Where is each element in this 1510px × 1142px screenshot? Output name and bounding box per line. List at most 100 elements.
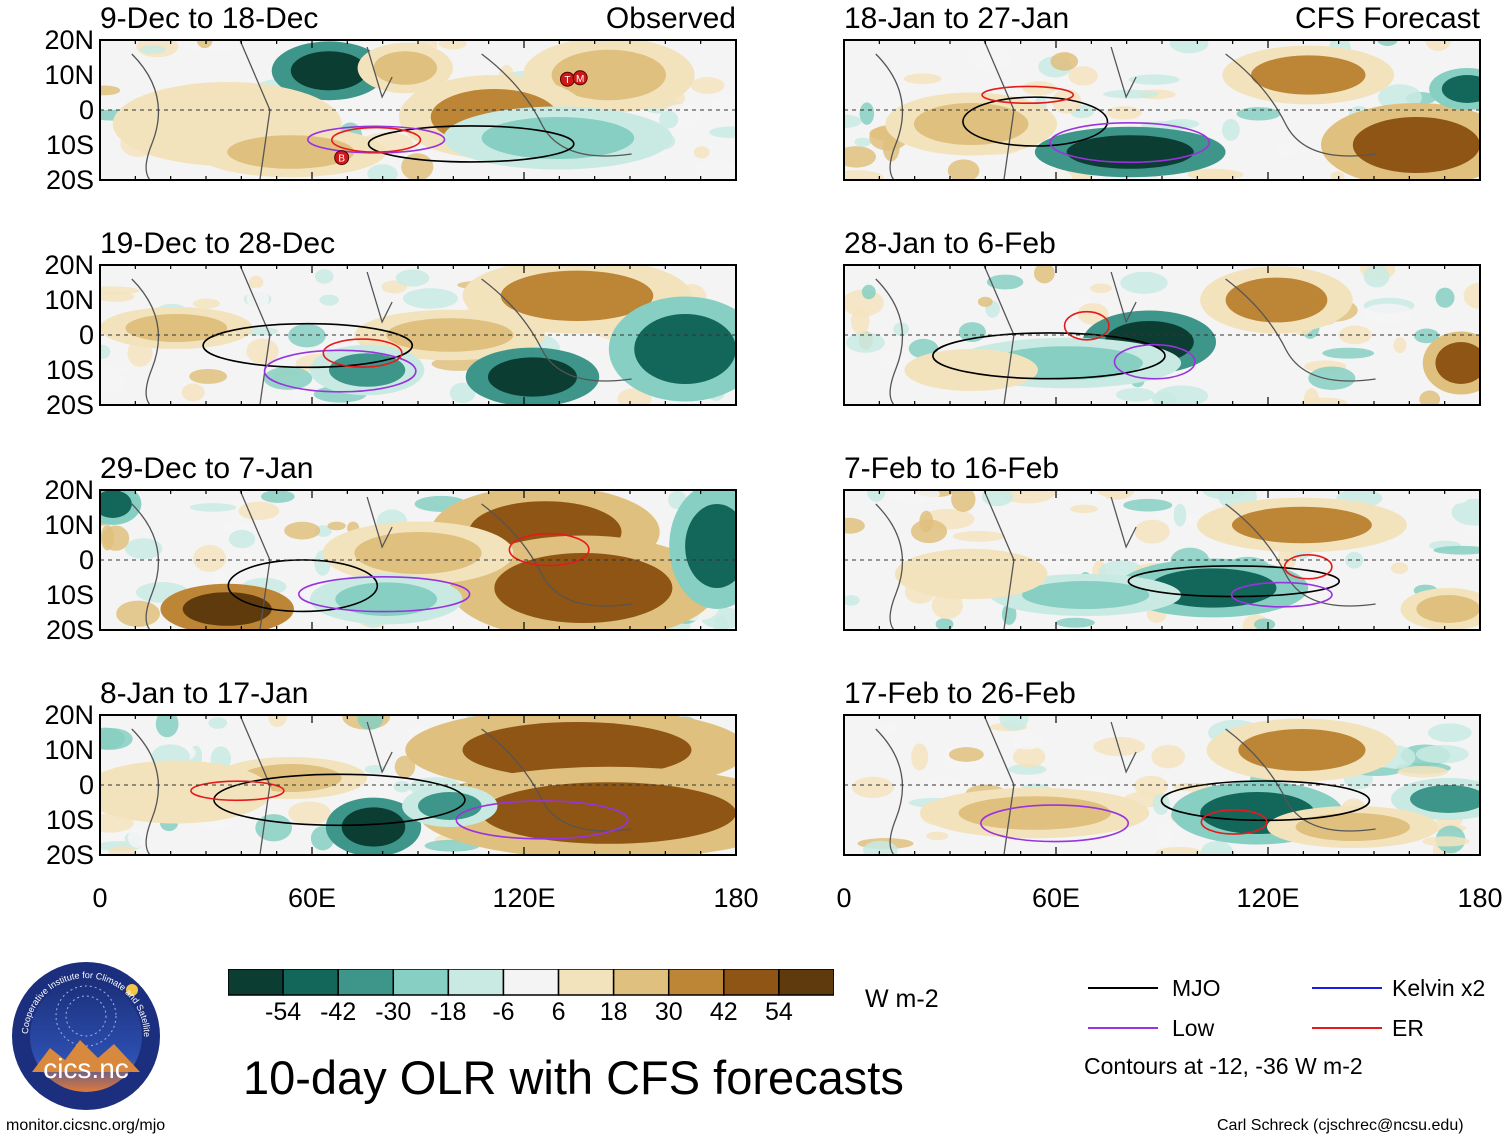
er-contour [981,85,1075,105]
olr-speckle [887,490,940,504]
olr-speckle [184,41,240,53]
olr-speckle [844,170,884,180]
colorbar-tick-label: 6 [551,998,566,1026]
olr-speckle [248,275,264,289]
olr-speckle [910,519,948,544]
colorbar-swatch [557,969,615,996]
olr-speckle [1055,617,1095,628]
source-url[interactable]: monitor.cicsnc.org/mjo [6,1117,166,1134]
olr-speckle [1415,744,1469,764]
storm-marker-label: B [338,154,345,165]
olr-anomaly [958,796,1112,830]
olr-speckle [1169,40,1209,54]
olr-speckle [181,383,205,402]
olr-speckle [947,159,980,180]
olr-speckle [1362,303,1414,324]
olr-speckle [319,294,339,306]
olr-anomaly [1410,785,1480,813]
legend-kelvin-label: Kelvin x2 [1392,975,1486,1001]
olr-speckle [1338,325,1372,345]
olr-speckle [238,501,280,521]
olr-speckle [140,45,166,54]
er-contour [1200,809,1268,835]
colorbar-tick-label: -54 [265,998,302,1026]
olr-anomaly [462,722,692,778]
map-panel-1 [100,40,736,180]
colorbar-swatch [502,969,560,996]
x-tick-label: 60E [1031,883,1081,913]
olr-anomaly [551,49,667,101]
olr-anomaly [487,357,577,397]
olr-speckle [288,801,331,825]
olr-speckle [1300,397,1348,405]
olr-speckle [284,521,321,540]
olr-speckle [1187,168,1236,180]
olr-speckle [268,715,287,727]
olr-speckle [935,618,954,630]
olr-speckle [1155,823,1174,848]
olr-speckle [1151,391,1177,405]
olr-speckle [1155,846,1203,855]
olr-speckle [1037,168,1073,180]
olr-anomaly [328,353,406,387]
olr-speckle [100,85,121,96]
olr-speckle [108,846,137,855]
olr-anomaly [1435,342,1480,384]
olr-speckle [999,715,1029,731]
y-tick-label: 0 [78,95,94,125]
olr-speckle [1050,52,1079,71]
olr-speckle [861,284,876,300]
olr-speckle [844,595,860,606]
olr-anomaly [1251,55,1366,95]
map-panel-5 [844,40,1480,180]
olr-anomaly [227,135,355,169]
olr-speckle [1363,265,1390,288]
olr-speckle [1064,493,1107,503]
x-tick-label: 0 [836,883,852,913]
y-tick-label: 20S [45,615,94,645]
olr-speckle [1134,775,1169,797]
olr-anomaly [112,771,240,813]
olr-speckle [196,40,213,49]
colorbar-tick-label: 42 [709,998,738,1026]
low-contour [1049,122,1211,164]
olr-speckle [230,498,246,523]
y-tick-label: 10S [45,580,94,610]
mjo-contour [962,96,1109,147]
colorbar-tick-label: 18 [599,998,628,1026]
olr-anomaly [1149,568,1277,608]
olr-speckle [709,126,736,138]
er-contour [190,780,285,802]
olr-speckle [1123,498,1173,512]
olr-speckle [1090,283,1112,293]
olr-speckle [1463,282,1480,309]
olr-anomaly [685,504,736,588]
colorbar-swatch [667,969,725,996]
chart-title: 10-day OLR with CFS forecasts [243,1051,904,1104]
olr-speckle [893,322,909,337]
olr-speckle [116,600,160,627]
panel-title: 8-Jan to 17-Jan [100,677,309,710]
olr-anomaly [341,807,406,847]
y-tick-label: 20N [44,475,94,505]
olr-speckle [1134,519,1170,544]
forecast-label: CFS Forecast [1294,2,1480,35]
low-contour [455,800,629,840]
olr-anomaly [100,490,132,518]
y-tick-label: 0 [78,770,94,800]
olr-speckle [100,524,114,551]
legend-er-label: ER [1392,1015,1424,1041]
olr-speckle [1128,74,1180,85]
olr-speckle [100,344,111,359]
map-panel-4 [100,715,736,855]
y-tick-label: 10N [44,285,94,315]
olr-speckle [327,521,346,531]
olr-speckle [100,291,135,302]
olr-speckle [1253,618,1276,630]
map-panel-3 [100,490,736,630]
olr-speckle [240,552,254,570]
y-tick-label: 20N [44,250,94,280]
olr-speckle [1377,40,1398,46]
colorbar-swatch [337,969,395,996]
y-tick-label: 10N [44,510,94,540]
